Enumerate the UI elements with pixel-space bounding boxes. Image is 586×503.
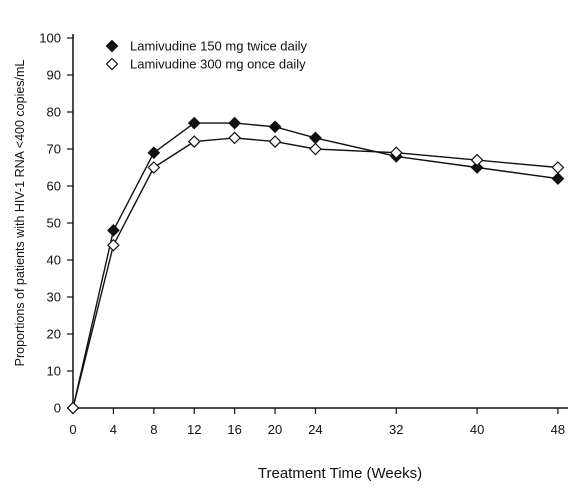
legend-marker-1 [105, 39, 119, 53]
y-tick-label: 20 [47, 327, 61, 342]
filled-diamond-point [228, 116, 241, 130]
y-tick-label: 100 [39, 31, 61, 46]
filled-diamond-point [147, 146, 161, 160]
x-tick-label: 32 [389, 422, 403, 437]
axes [72, 34, 568, 409]
legend-label-2: Lamivudine 300 mg once daily [130, 57, 306, 72]
open-diamond-point [66, 401, 80, 415]
x-tick-label: 40 [470, 422, 484, 437]
x-tick-label: 16 [227, 422, 241, 437]
y-tick-label: 70 [47, 142, 61, 157]
open-diamond-point [470, 153, 484, 167]
y-tick-label: 40 [47, 253, 61, 268]
filled-diamond-point [187, 116, 201, 130]
legend-marker-2 [105, 57, 119, 71]
y-tick-label: 30 [47, 290, 61, 305]
open-diamond-point [107, 238, 120, 252]
filled-diamond-point [107, 224, 120, 237]
series-lines [72, 122, 558, 409]
open-diamond-point [187, 135, 201, 148]
y-tick-label: 50 [47, 216, 61, 231]
open-diamond-point [268, 135, 282, 148]
open-diamond-point [147, 161, 161, 174]
filled-diamond-point [551, 172, 565, 185]
series-markers [66, 116, 565, 415]
x-tick-label: 0 [69, 422, 76, 437]
filled-diamond-point [268, 120, 282, 134]
legend-label-1: Lamivudine 150 mg twice daily [130, 39, 308, 54]
y-axis-title: Proportions of patients with HIV-1 RNA <… [13, 60, 27, 367]
filled-diamond-point [470, 161, 484, 174]
x-axis-title: Treatment Time (Weeks) [258, 465, 422, 482]
x-tick-label: 24 [308, 422, 322, 437]
y-tick-label: 90 [47, 68, 61, 83]
legend: Lamivudine 150 mg twice daily Lamivudine … [105, 39, 308, 72]
x-tick-label: 48 [551, 422, 565, 437]
series-line-2 [72, 137, 558, 409]
y-tick-label: 80 [47, 105, 61, 120]
x-tick-label: 4 [110, 422, 117, 437]
y-tick-label: 0 [54, 401, 61, 416]
x-tick-label: 20 [268, 422, 282, 437]
filled-diamond-point [309, 131, 322, 145]
y-tick-label: 60 [47, 179, 61, 194]
open-diamond-point [551, 161, 565, 174]
y-tick-label: 10 [47, 364, 61, 379]
x-tick-label: 12 [187, 422, 201, 437]
series-line-1 [72, 122, 558, 409]
open-diamond-point [309, 142, 322, 156]
open-diamond-point [389, 146, 403, 160]
x-tick-label: 8 [150, 422, 157, 437]
open-diamond-point [228, 131, 241, 145]
